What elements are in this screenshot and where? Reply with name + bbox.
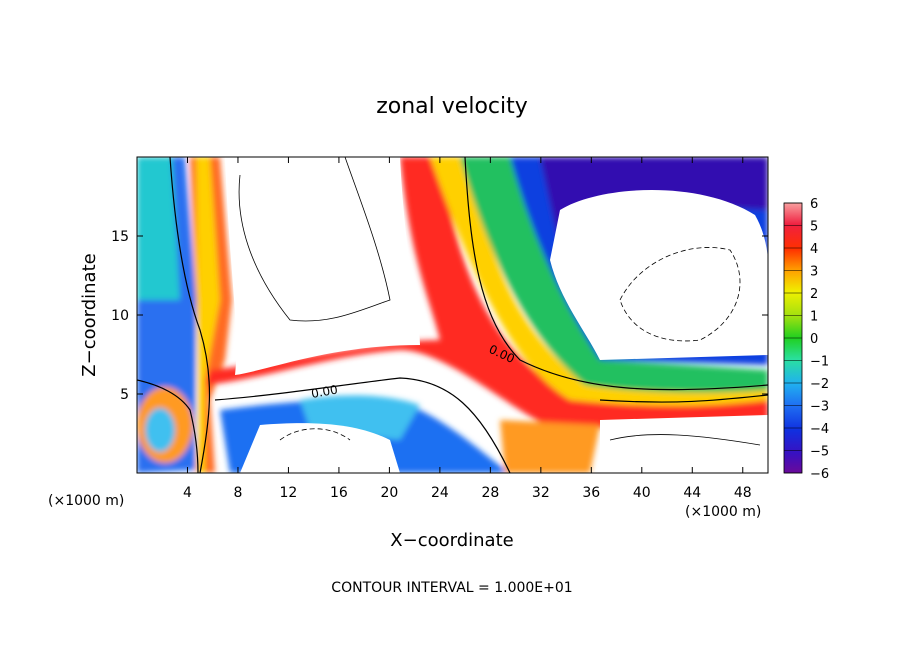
x-tick-label: 24 [431,485,449,501]
colorbar-label: −3 [810,400,829,415]
y-axis-ticks: 5 10 15 [111,229,768,403]
colorbar-label: −1 [810,355,829,370]
x-tick-label: 44 [683,485,701,501]
colorbar-labels: 6 5 4 3 2 1 0 −1 −2 −3 −4 −5 −6 [784,197,829,482]
x-tick-label: 32 [532,485,550,501]
x-tick-label: 16 [330,485,348,501]
contour-interval-note: CONTOUR INTERVAL = 1.000E+01 [331,580,572,596]
colorbar-label: 2 [810,287,818,302]
y-tick-label: 5 [120,387,129,403]
x-axis-label: X−coordinate [390,530,513,551]
colorbar-label: −2 [810,377,829,392]
chart-title: zonal velocity [376,94,528,119]
y-axis-label: Z−coordinate [79,253,100,376]
x-tick-label: 4 [183,485,192,501]
x-tick-label: 8 [233,485,242,501]
x-axis-ticks: 4 8 12 16 20 24 28 32 36 40 44 48 [183,157,752,501]
contour-label-0: 0.00 [310,383,339,401]
x-tick-label: 36 [582,485,600,501]
x-tick-label: 28 [481,485,499,501]
colorbar-label: −4 [810,422,829,437]
x-tick-label: 12 [280,485,298,501]
colorbar-label: 6 [810,197,818,212]
z-unit-label: (×1000 m) [48,493,124,509]
x-tick-label: 20 [380,485,398,501]
colorbar-label: 4 [810,242,818,257]
plot-area [137,157,768,473]
colorbar-label: 3 [810,265,818,280]
y-tick-label: 10 [111,308,129,324]
colorbar-label: 1 [810,310,818,325]
x-unit-label: (×1000 m) [685,504,761,520]
y-tick-label: 15 [111,229,129,245]
colorbar-label: −6 [810,467,829,482]
colorbar-label: 0 [810,332,818,347]
x-tick-label: 40 [633,485,651,501]
colorbar-label: 5 [810,220,818,235]
x-tick-label: 48 [734,485,752,501]
colorbar-label: −5 [810,445,829,460]
